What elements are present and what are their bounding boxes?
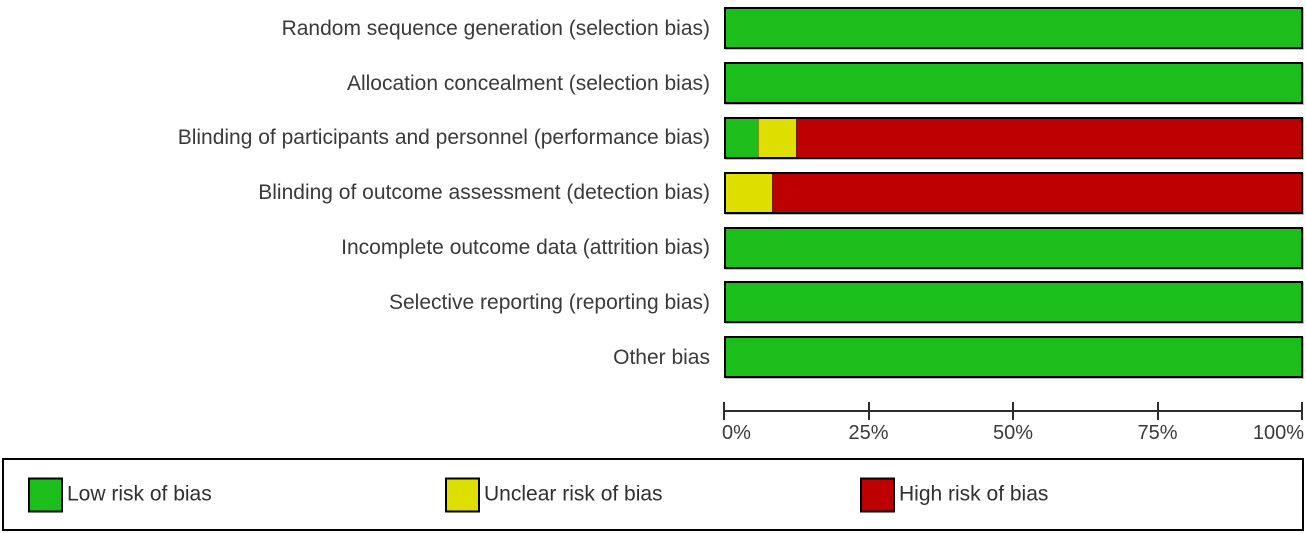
- stacked-bar: [724, 226, 1303, 269]
- stacked-bar: [724, 116, 1303, 159]
- tick-label: 50%: [992, 422, 1034, 444]
- stacked-bar: [724, 281, 1303, 324]
- high-risk-swatch: [860, 477, 895, 512]
- bar-row: Selective reporting (reporting bias): [0, 275, 1306, 330]
- bar-segment-high: [796, 118, 1301, 157]
- tick-label: 100%: [1252, 422, 1304, 444]
- legend-item-unclear: Unclear risk of bias: [445, 477, 663, 512]
- tick-label: 25%: [848, 422, 889, 444]
- bar-row: Incomplete outcome data (attrition bias): [0, 220, 1306, 275]
- x-axis: 0% 25% 50% 75% 100%: [722, 402, 1304, 450]
- category-label: Selective reporting (reporting bias): [389, 290, 710, 314]
- bar-segment-low: [726, 283, 1301, 322]
- tick-mark: [1012, 402, 1014, 420]
- low-risk-swatch: [28, 477, 63, 512]
- bar-row: Blinding of participants and personnel (…: [0, 111, 1306, 166]
- stacked-bar: [724, 336, 1303, 379]
- category-label: Random sequence generation (selection bi…: [281, 16, 710, 40]
- legend-label: Low risk of bias: [67, 482, 212, 506]
- bar-segment-low: [726, 228, 1301, 267]
- bar-row: Blinding of outcome assessment (detectio…: [0, 165, 1306, 220]
- legend-label: High risk of bias: [899, 482, 1049, 506]
- legend-item-low: Low risk of bias: [28, 477, 212, 512]
- unclear-risk-swatch: [445, 477, 480, 512]
- category-label: Allocation concealment (selection bias): [346, 71, 710, 95]
- bar-segment-unclear: [758, 118, 797, 157]
- tick-mark: [1301, 402, 1303, 420]
- category-label: Other bias: [613, 345, 710, 369]
- bar-segment-high: [772, 173, 1301, 212]
- legend-box: Low risk of bias Unclear risk of bias Hi…: [2, 458, 1304, 531]
- stacked-bar: [724, 62, 1303, 105]
- category-label: Incomplete outcome data (attrition bias): [341, 236, 710, 260]
- category-label: Blinding of outcome assessment (detectio…: [258, 181, 710, 205]
- tick-mark: [1156, 402, 1159, 420]
- stacked-bar: [724, 171, 1303, 214]
- bar-segment-unclear: [726, 173, 772, 212]
- bar-segment-low: [726, 9, 1301, 48]
- bar-segment-low: [726, 338, 1301, 377]
- bars-area: Random sequence generation (selection bi…: [0, 1, 1306, 385]
- legend-item-high: High risk of bias: [860, 477, 1048, 512]
- tick-mark: [867, 402, 870, 420]
- bar-row: Other bias: [0, 330, 1306, 385]
- bar-segment-low: [726, 118, 759, 157]
- legend-label: Unclear risk of bias: [484, 482, 663, 506]
- tick-label: 0%: [722, 422, 751, 444]
- tick-label: 75%: [1137, 422, 1178, 444]
- bar-segment-low: [726, 64, 1301, 103]
- stacked-bar: [724, 7, 1303, 50]
- category-label: Blinding of participants and personnel (…: [177, 126, 710, 150]
- bar-row: Random sequence generation (selection bi…: [0, 1, 1306, 56]
- tick-mark: [723, 402, 725, 420]
- bar-row: Allocation concealment (selection bias): [0, 56, 1306, 111]
